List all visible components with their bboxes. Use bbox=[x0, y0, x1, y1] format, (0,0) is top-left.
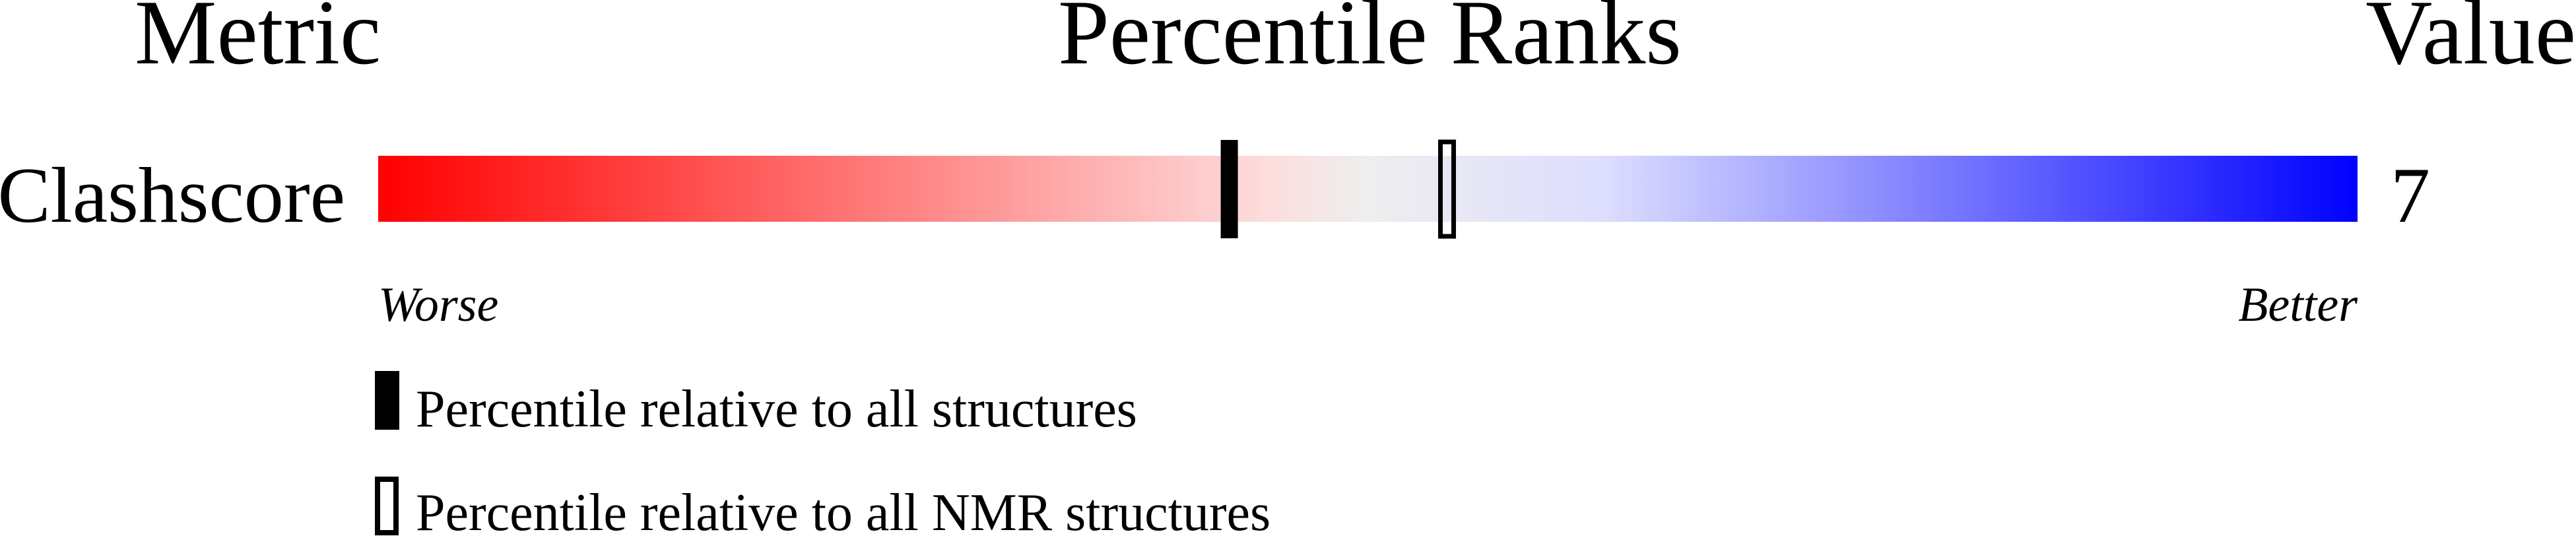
metric-header: Metric bbox=[135, 0, 381, 84]
worse-label: Worse bbox=[378, 278, 498, 332]
percentile-gradient-bar bbox=[378, 156, 2358, 222]
legend-nmr-label: Percentile relative to all NMR structure… bbox=[416, 484, 1271, 536]
marker-nmr-structures bbox=[1437, 139, 1456, 239]
better-label: Better bbox=[2238, 278, 2358, 332]
percentile-ranks-header: Percentile Ranks bbox=[1058, 0, 1682, 84]
metric-name: Clashscore bbox=[0, 151, 345, 239]
legend-nmr-icon bbox=[375, 477, 399, 535]
legend-all-label: Percentile relative to all structures bbox=[416, 380, 1137, 438]
legend-all-icon bbox=[375, 371, 399, 430]
value-header: Value bbox=[2365, 0, 2576, 84]
marker-all-structures bbox=[1220, 140, 1238, 238]
metric-value: 7 bbox=[2391, 151, 2430, 239]
